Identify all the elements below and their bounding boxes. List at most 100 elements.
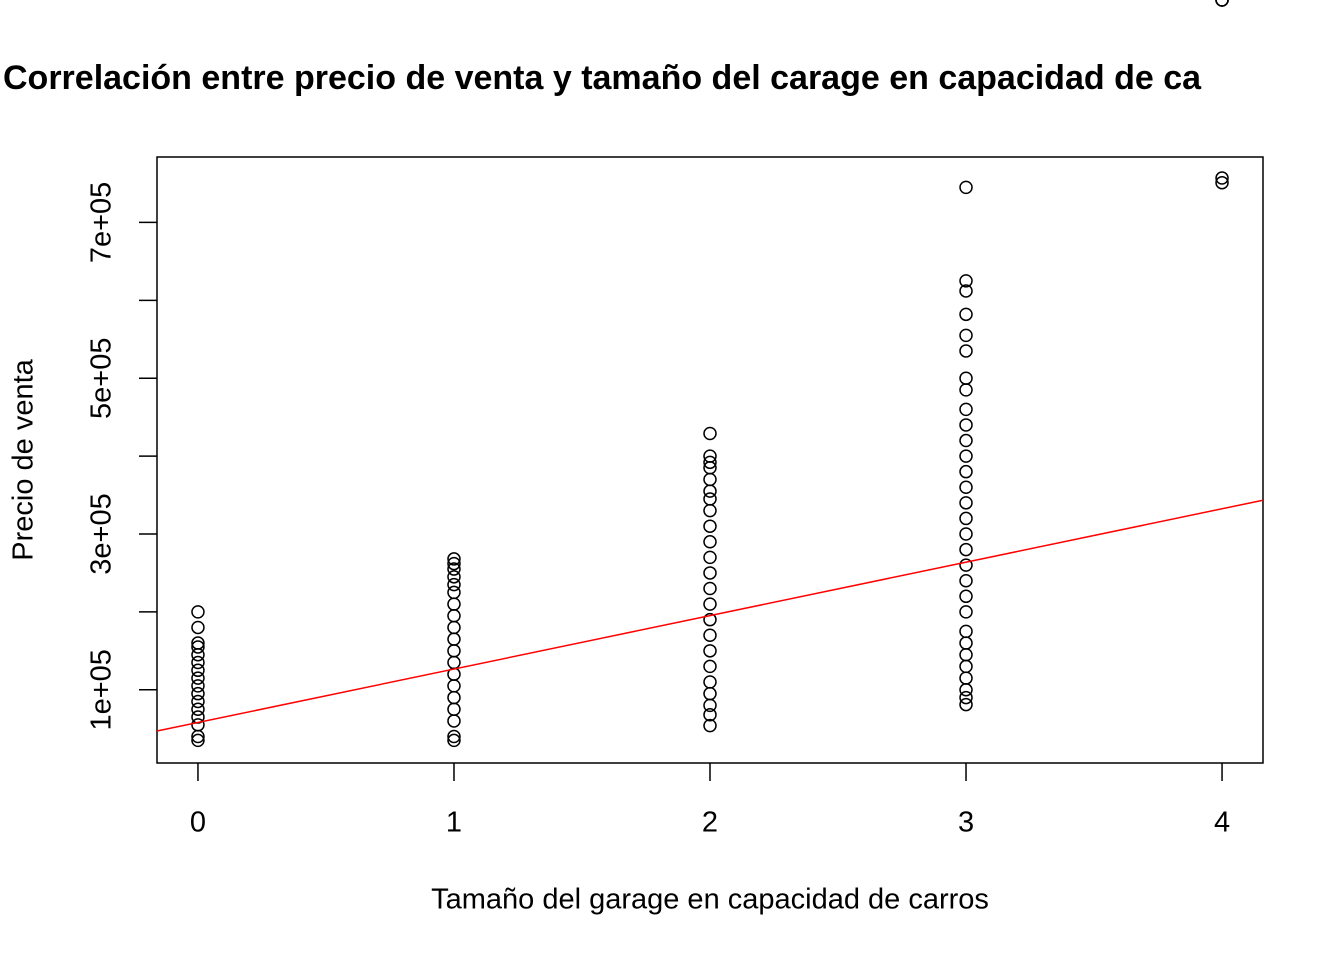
point <box>703 492 717 506</box>
x-tick-label: 3 <box>958 807 974 839</box>
point <box>1215 0 1229 7</box>
point <box>959 697 973 712</box>
point <box>959 344 973 358</box>
point <box>447 690 461 705</box>
point <box>447 679 461 693</box>
point <box>959 418 973 432</box>
point <box>959 383 973 397</box>
point <box>191 636 205 650</box>
point <box>191 671 205 685</box>
point <box>447 556 461 571</box>
x-tick-label: 0 <box>190 807 206 839</box>
point <box>703 566 717 580</box>
point <box>959 573 973 588</box>
point <box>191 620 205 635</box>
point <box>703 675 717 689</box>
point <box>703 628 717 643</box>
point <box>191 733 205 748</box>
y-tick-label: 5e+05 <box>86 337 118 418</box>
point <box>959 328 973 343</box>
point <box>447 729 461 744</box>
point <box>703 503 717 518</box>
point <box>447 620 461 635</box>
point <box>447 733 461 748</box>
point <box>959 180 973 195</box>
point <box>703 550 717 565</box>
point <box>703 612 717 627</box>
point <box>191 605 205 619</box>
point <box>191 663 205 678</box>
point <box>447 714 461 728</box>
chart-title: Correlación entre precio de venta y tama… <box>3 59 1202 97</box>
point <box>703 519 717 533</box>
point <box>447 702 461 717</box>
point <box>703 484 717 498</box>
y-tick-label: 7e+05 <box>86 182 118 263</box>
point <box>959 371 973 385</box>
point <box>703 686 717 701</box>
point <box>959 307 973 322</box>
point <box>1215 171 1229 185</box>
y-tick-label: 1e+05 <box>86 649 118 730</box>
y-tick-label: 3e+05 <box>86 493 118 574</box>
point <box>959 605 973 619</box>
y-axis-label: Precio de venta <box>8 358 40 560</box>
point <box>703 718 717 733</box>
point <box>959 511 973 526</box>
point <box>191 640 205 654</box>
point <box>959 659 973 674</box>
point <box>703 472 717 487</box>
point <box>959 480 973 495</box>
point <box>191 718 205 732</box>
point <box>447 562 461 576</box>
point <box>447 597 461 611</box>
point <box>703 644 717 658</box>
point <box>191 686 205 701</box>
point <box>1215 175 1229 190</box>
point <box>959 496 973 510</box>
point <box>191 679 205 693</box>
point <box>703 426 717 441</box>
x-tick-label: 1 <box>446 807 462 839</box>
point <box>959 690 973 705</box>
point <box>447 609 461 623</box>
point <box>703 581 717 596</box>
point <box>959 402 973 417</box>
point <box>703 698 717 713</box>
point <box>703 707 717 722</box>
x-axis-label: Tamaño del garage en capacidad de carros <box>431 884 989 916</box>
point <box>703 659 717 674</box>
point <box>703 535 717 549</box>
point <box>959 449 973 463</box>
point <box>959 647 973 662</box>
point <box>959 284 973 298</box>
point <box>447 655 461 670</box>
x-tick-label: 2 <box>702 807 718 839</box>
point <box>447 585 461 600</box>
point <box>703 449 717 463</box>
point <box>959 683 973 697</box>
point <box>959 542 973 557</box>
point <box>703 455 717 470</box>
point <box>959 624 973 639</box>
point <box>959 671 973 685</box>
point <box>959 433 973 448</box>
point <box>447 570 461 584</box>
point <box>959 274 973 288</box>
point <box>959 636 973 650</box>
fit-line <box>156 499 1264 732</box>
point <box>703 597 717 611</box>
point <box>959 558 973 572</box>
point <box>447 644 461 658</box>
point <box>959 464 973 479</box>
point <box>959 527 973 541</box>
point <box>191 655 205 670</box>
point <box>447 577 461 592</box>
x-tick-label: 4 <box>1214 807 1230 839</box>
point <box>959 589 973 604</box>
point <box>191 694 205 709</box>
point <box>447 552 461 566</box>
point <box>191 702 205 717</box>
